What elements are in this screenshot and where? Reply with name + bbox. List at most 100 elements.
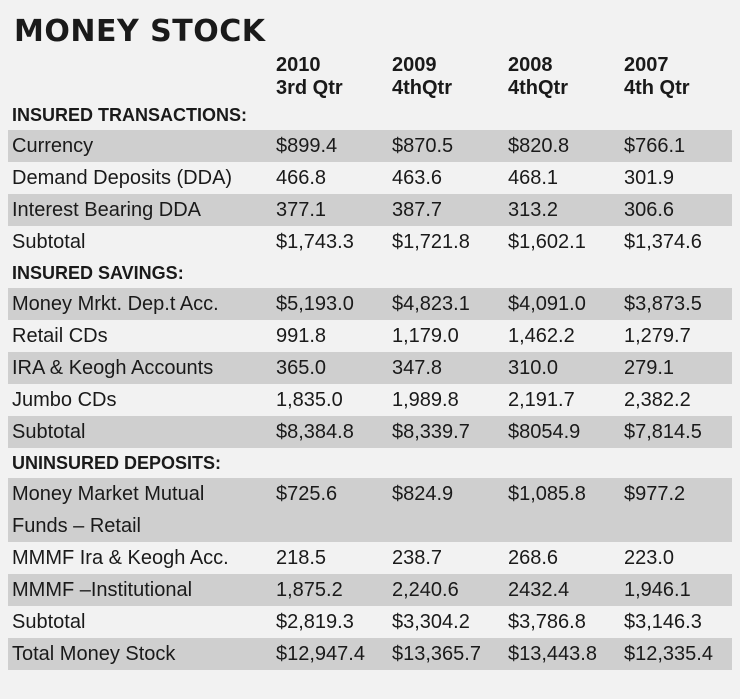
cell-value: 268.6 [508,547,559,569]
cell-value: $1,721.8 [392,231,470,253]
cell-value: 313.2 [504,194,620,226]
cell-value: $725.6 [272,478,388,542]
cell-value: 310.0 [504,352,620,384]
cell-value: $3,873.5 [620,288,732,320]
section-heading-row: INSURED SAVINGS: [8,258,732,288]
header-period: 4thQtr [392,77,452,99]
header-blank [8,77,272,100]
cell-value: $4,091.0 [504,288,620,320]
table-row: Money Market Mutual Funds – Retail $725.… [8,478,732,542]
cell-value: 466.8 [276,167,327,189]
cell-value: $820.8 [504,130,620,162]
cell-value: 1,946.1 [620,574,732,606]
cell-value: $13,443.8 [504,638,620,670]
header-period: 3rd Qtr [276,77,343,99]
header-blank [8,50,272,77]
table-row: Money Mrkt. Dep.t Acc. $5,193.0 $4,823.1… [8,288,732,320]
cell-value: $1,085.8 [504,478,620,542]
cell-value: $3,146.3 [624,611,702,633]
cell-value: 463.6 [392,167,443,189]
cell-value: 1,279.7 [624,325,691,347]
cell-value: $12,335.4 [620,638,732,670]
cell-value: $12,947.4 [272,638,388,670]
table-row: Currency $899.4 $870.5 $820.8 $766.1 [8,130,732,162]
row-label: Currency [8,130,272,162]
cell-value: $8054.9 [504,416,620,448]
section-heading-row: UNINSURED DEPOSITS: [8,448,732,478]
cell-value: 301.9 [624,167,675,189]
cell-value: $3,786.8 [508,611,586,633]
table-row: Interest Bearing DDA 377.1 387.7 313.2 3… [8,194,732,226]
row-label: Money Market Mutual Funds – Retail [8,478,272,542]
row-label: Jumbo CDs [12,389,117,411]
total-row: Total Money Stock $12,947.4 $13,365.7 $1… [8,638,732,670]
cell-value: $4,823.1 [388,288,504,320]
cell-value: 1,835.0 [276,389,343,411]
row-label: MMMF –Institutional [8,574,272,606]
cell-value: $766.1 [620,130,732,162]
subtotal-row: Subtotal $2,819.3 $3,304.2 $3,786.8 $3,1… [8,606,732,638]
row-label: Retail CDs [12,325,108,347]
cell-value: $870.5 [388,130,504,162]
row-label: Demand Deposits (DDA) [12,167,233,189]
row-label: MMMF Ira & Keogh Acc. [12,547,229,569]
section-heading: INSURED SAVINGS: [12,263,184,283]
cell-value: 2,191.7 [508,389,575,411]
cell-value: 1,179.0 [392,325,459,347]
cell-value: 377.1 [272,194,388,226]
cell-value: 387.7 [388,194,504,226]
cell-value: 2,382.2 [624,389,691,411]
cell-value: 279.1 [620,352,732,384]
cell-value: $977.2 [620,478,732,542]
table-row: Demand Deposits (DDA) 466.8 463.6 468.1 … [8,162,732,194]
cell-value: 238.7 [392,547,443,569]
cell-value: $824.9 [388,478,504,542]
row-label-line: Money Market Mutual [12,483,205,505]
cell-value: $13,365.7 [388,638,504,670]
header-year: 2010 [276,54,321,76]
header-period: 4thQtr [508,77,568,99]
section-heading: UNINSURED DEPOSITS: [12,453,222,473]
cell-value: $1,374.6 [624,231,702,253]
header-year: 2008 [508,54,553,76]
header-period: 4th Qtr [624,77,690,99]
cell-value: 347.8 [388,352,504,384]
row-label: Total Money Stock [8,638,272,670]
row-label: Money Mrkt. Dep.t Acc. [8,288,272,320]
row-label: Subtotal [12,611,86,633]
table-row: Retail CDs 991.8 1,179.0 1,462.2 1,279.7 [8,320,732,352]
cell-value: 1,875.2 [272,574,388,606]
cell-value: 1,989.8 [392,389,459,411]
cell-value: $1,602.1 [508,231,586,253]
header-year: 2009 [392,54,437,76]
money-stock-table: 2010 2009 2008 2007 3rd Qtr 4thQtr 4thQt… [8,50,732,670]
cell-value: $8,339.7 [388,416,504,448]
cell-value: 468.1 [508,167,559,189]
header-year-row: 2010 2009 2008 2007 [8,50,732,77]
cell-value: $5,193.0 [272,288,388,320]
cell-value: $3,304.2 [392,611,470,633]
table-row: Jumbo CDs 1,835.0 1,989.8 2,191.7 2,382.… [8,384,732,416]
cell-value: 306.6 [620,194,732,226]
subtotal-row: Subtotal $8,384.8 $8,339.7 $8054.9 $7,81… [8,416,732,448]
page-title: MONEY STOCK [14,14,266,49]
cell-value: $899.4 [272,130,388,162]
row-label-line: Funds – Retail [12,515,141,537]
cell-value: $2,819.3 [276,611,354,633]
subtotal-row: Subtotal $1,743.3 $1,721.8 $1,602.1 $1,3… [8,226,732,258]
table-row: MMMF Ira & Keogh Acc. 218.5 238.7 268.6 … [8,542,732,574]
cell-value: 223.0 [624,547,675,569]
row-label: Interest Bearing DDA [8,194,272,226]
cell-value: $7,814.5 [620,416,732,448]
header-year: 2007 [624,54,669,76]
table-row: MMMF –Institutional 1,875.2 2,240.6 2432… [8,574,732,606]
header-period-row: 3rd Qtr 4thQtr 4thQtr 4th Qtr [8,77,732,100]
section-heading-row: INSURED TRANSACTIONS: [8,100,732,130]
cell-value: 991.8 [276,325,327,347]
cell-value: 2,240.6 [388,574,504,606]
cell-value: 218.5 [276,547,327,569]
section-heading: INSURED TRANSACTIONS: [12,105,248,125]
cell-value: $1,743.3 [276,231,354,253]
row-label: IRA & Keogh Accounts [8,352,272,384]
